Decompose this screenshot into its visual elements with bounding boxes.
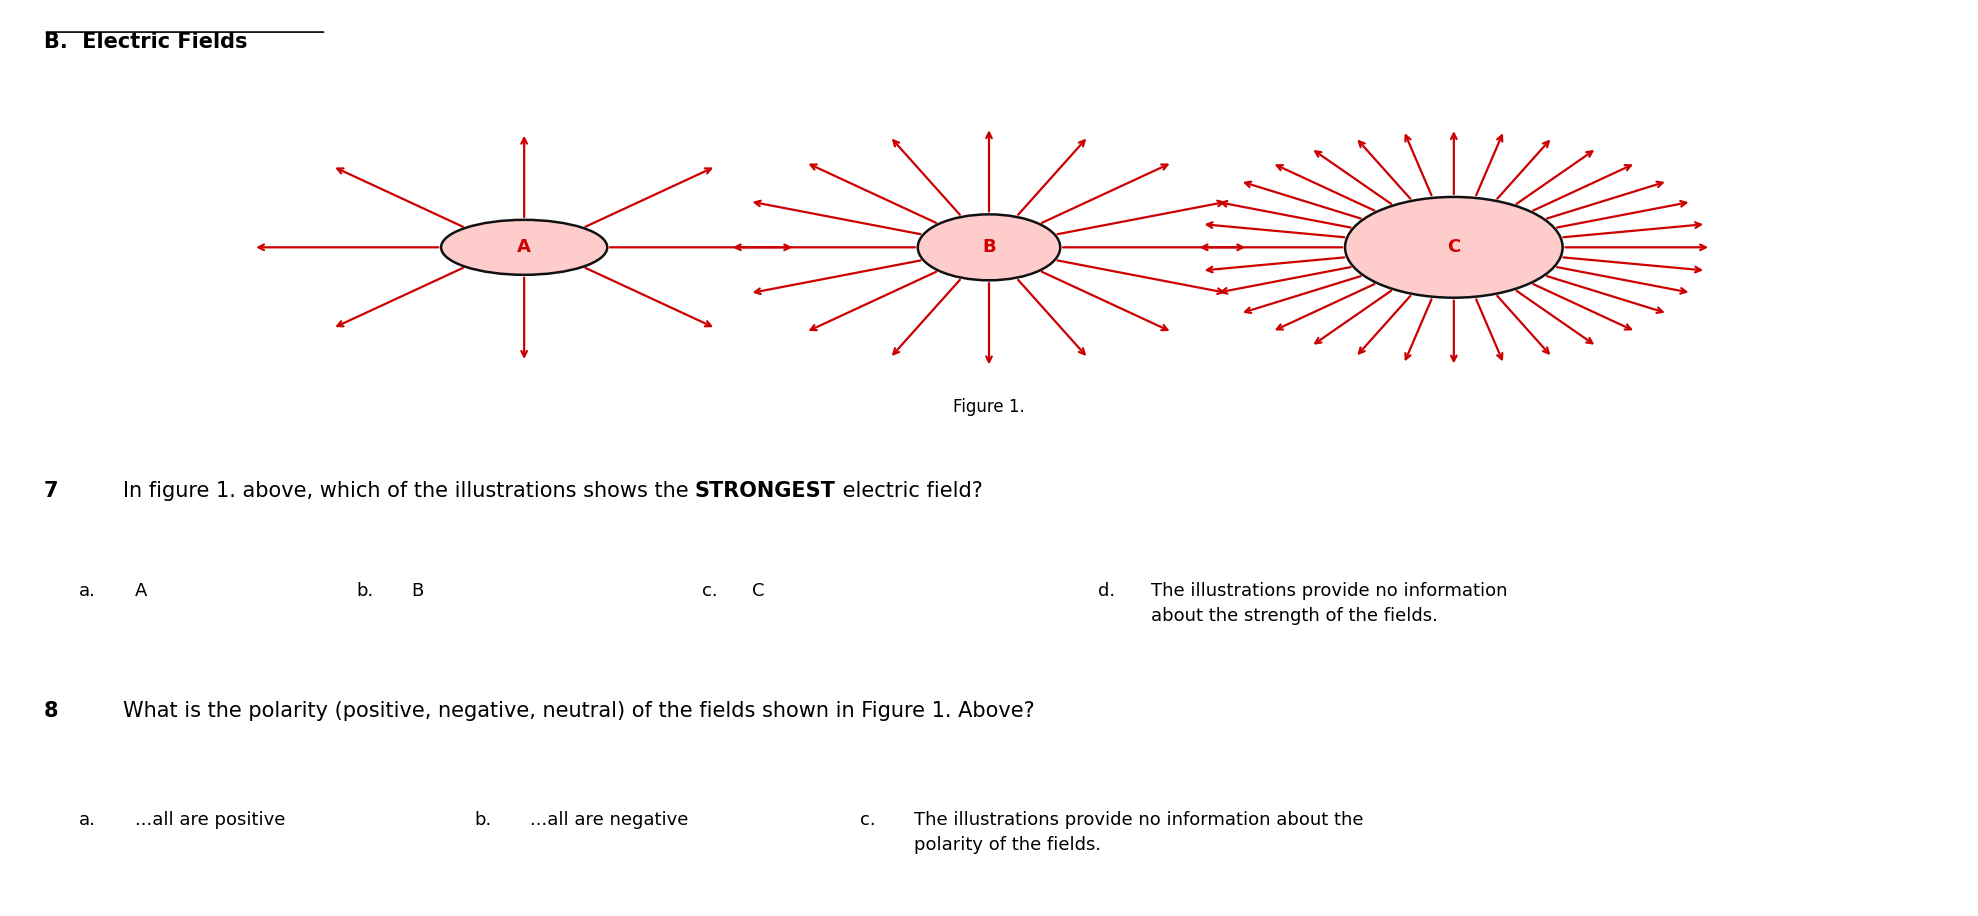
Text: C: C: [752, 582, 764, 600]
Text: What is the polarity (positive, negative, neutral) of the fields shown in Figure: What is the polarity (positive, negative…: [123, 701, 1034, 721]
Text: STRONGEST: STRONGEST: [694, 481, 837, 501]
Text: The illustrations provide no information
about the strength of the fields.: The illustrations provide no information…: [1151, 582, 1507, 625]
Text: B: B: [983, 238, 995, 256]
Text: Figure 1.: Figure 1.: [953, 398, 1025, 417]
Text: 8: 8: [44, 701, 57, 721]
Text: a.: a.: [79, 811, 97, 829]
Text: c.: c.: [702, 582, 718, 600]
Text: B.  Electric Fields: B. Electric Fields: [44, 32, 247, 52]
Text: The illustrations provide no information about the
polarity of the fields.: The illustrations provide no information…: [914, 811, 1363, 854]
Text: ...all are negative: ...all are negative: [530, 811, 688, 829]
Text: a.: a.: [79, 582, 97, 600]
Text: b.: b.: [475, 811, 493, 829]
Text: B: B: [411, 582, 423, 600]
Circle shape: [918, 214, 1060, 280]
Text: c.: c.: [860, 811, 876, 829]
Ellipse shape: [441, 220, 607, 275]
Text: In figure 1. above, which of the illustrations shows the: In figure 1. above, which of the illustr…: [123, 481, 694, 501]
Text: b.: b.: [356, 582, 374, 600]
Text: electric field?: electric field?: [837, 481, 983, 501]
Text: d.: d.: [1098, 582, 1116, 600]
Text: ...all are positive: ...all are positive: [135, 811, 285, 829]
Text: C: C: [1448, 238, 1460, 256]
Text: A: A: [135, 582, 146, 600]
Text: 7: 7: [44, 481, 57, 501]
Circle shape: [1345, 197, 1563, 298]
Text: A: A: [516, 238, 532, 256]
